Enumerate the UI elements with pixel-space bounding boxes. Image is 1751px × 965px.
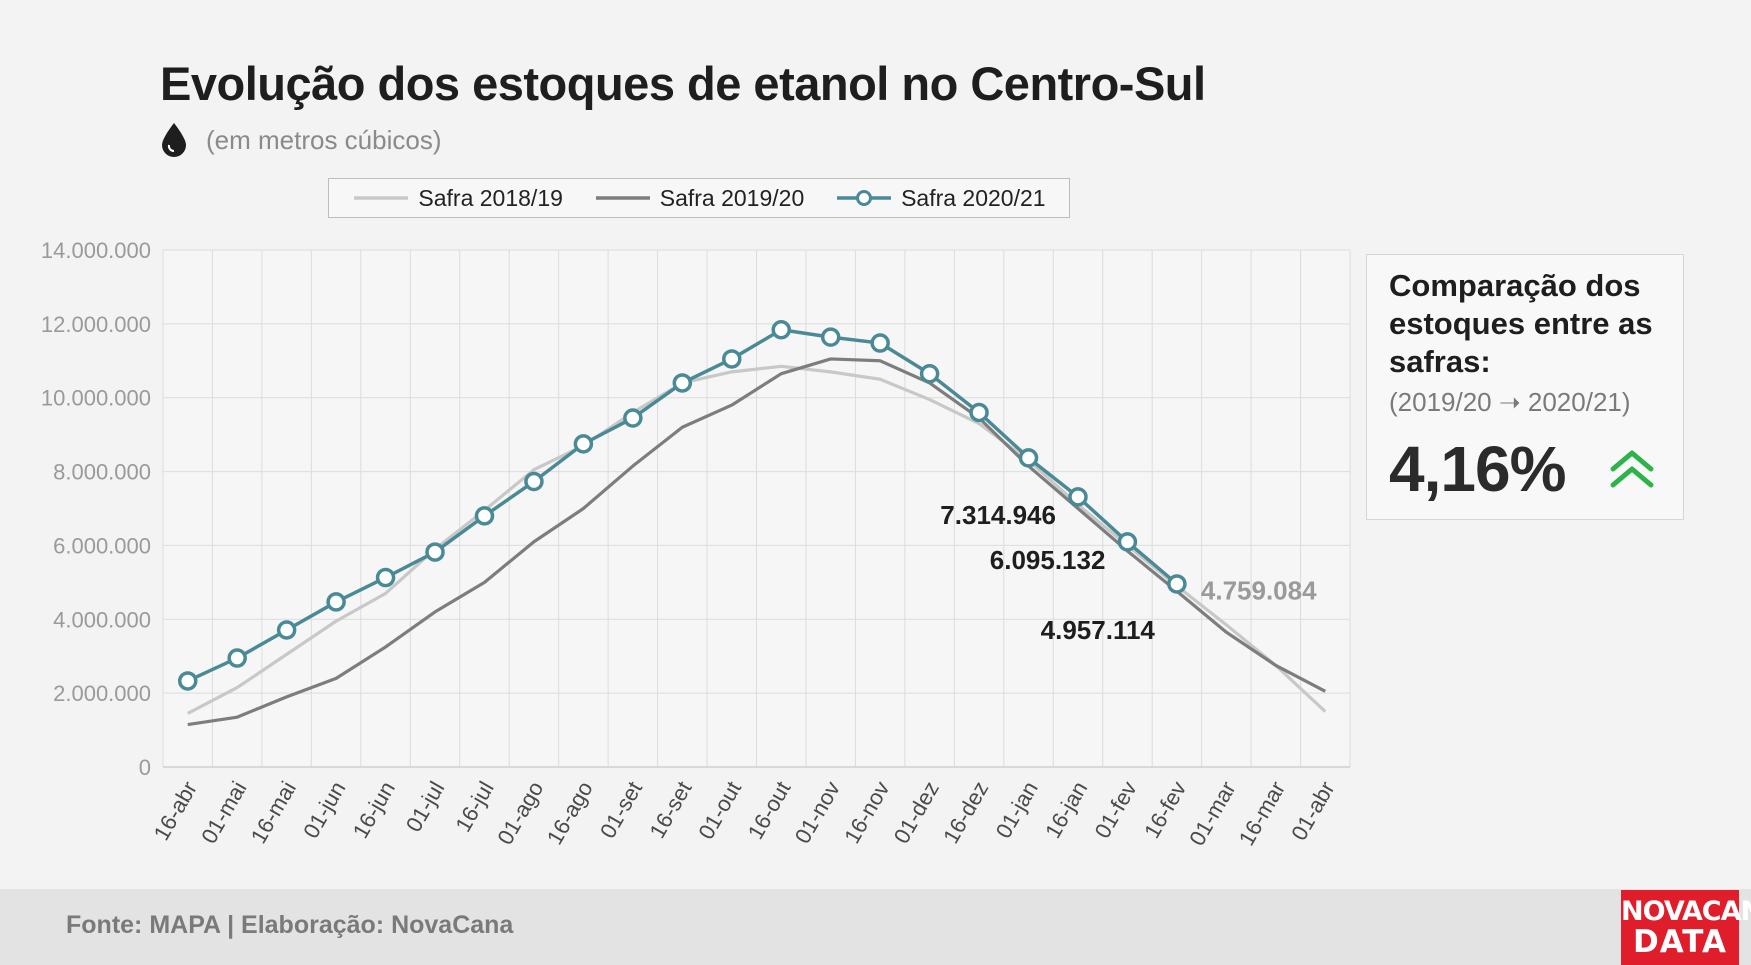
legend-swatch-2019 bbox=[595, 196, 650, 200]
data-label: 6.095.132 bbox=[990, 545, 1106, 575]
series-point-2 bbox=[919, 363, 940, 384]
legend-item-2020: Safra 2020/21 bbox=[835, 185, 1046, 212]
x-tick-label: 01-ago bbox=[492, 777, 548, 849]
series-point-2 bbox=[870, 333, 890, 353]
x-tick-label: 01-abr bbox=[1286, 777, 1339, 845]
data-label: 4.759.084 bbox=[1201, 575, 1317, 605]
series-point-2 bbox=[672, 373, 693, 393]
series-point-2 bbox=[1068, 487, 1088, 507]
series-point-2 bbox=[227, 648, 247, 668]
panel-percentage: 4,16% bbox=[1389, 433, 1566, 505]
x-tick-label: 01-jul bbox=[401, 777, 450, 836]
series-point-2 bbox=[1018, 448, 1039, 468]
x-tick-label: 01-jan bbox=[991, 777, 1043, 842]
series-point-2 bbox=[771, 320, 791, 340]
chart-legend: Safra 2018/19 Safra 2019/20 Safra 2020/2… bbox=[328, 178, 1070, 218]
x-tick-label: 16-fev bbox=[1139, 777, 1191, 842]
series-point-2 bbox=[524, 471, 544, 492]
series-point-2 bbox=[1117, 532, 1138, 552]
series-point-2 bbox=[1167, 574, 1187, 594]
y-tick-label: 12.000.000 bbox=[41, 312, 151, 337]
series-point-2 bbox=[722, 349, 742, 369]
x-tick-label: 16-dez bbox=[938, 777, 993, 848]
series-point-2 bbox=[474, 506, 495, 526]
x-tick-label: 16-mar bbox=[1234, 777, 1290, 850]
data-label: 4.957.114 bbox=[1041, 615, 1156, 645]
x-tick-label: 16-jul bbox=[450, 777, 499, 836]
y-tick-label: 4.000.000 bbox=[53, 607, 151, 632]
legend-item-2019: Safra 2019/20 bbox=[594, 184, 805, 212]
series-point-2 bbox=[326, 592, 346, 612]
series-point-2 bbox=[375, 567, 396, 588]
series-point-2 bbox=[276, 620, 297, 640]
legend-swatch-2020 bbox=[837, 190, 892, 206]
y-tick-label: 6.000.000 bbox=[53, 533, 151, 558]
legend-label-2019: Safra 2019/20 bbox=[659, 184, 805, 211]
x-tick-label: 01-out bbox=[693, 777, 746, 844]
data-label: 7.314.946 bbox=[940, 500, 1056, 530]
x-tick-label: 16-ago bbox=[542, 777, 598, 849]
x-tick-label: 01-dez bbox=[889, 777, 944, 848]
footer-bar: Fonte: MAPA | Elaboração: NovaCana bbox=[0, 889, 1751, 965]
x-tick-label: 16-mai bbox=[246, 777, 301, 848]
legend-item-2018: Safra 2018/19 bbox=[352, 185, 563, 212]
x-tick-label: 01-set bbox=[595, 777, 647, 842]
y-tick-label: 0 bbox=[139, 755, 151, 780]
chart-subtitle: (em metros cúbicos) bbox=[206, 124, 442, 155]
series-point-2 bbox=[623, 408, 643, 428]
brand-logo: NOVACANA DATA bbox=[1621, 890, 1751, 965]
panel-value-row: 4,16% bbox=[1389, 432, 1663, 506]
series-point-2 bbox=[177, 671, 198, 691]
x-tick-label: 16-jan bbox=[1040, 777, 1092, 842]
series-point-2 bbox=[969, 402, 989, 423]
footer-source: Fonte: MAPA | Elaboração: NovaCana bbox=[66, 911, 514, 939]
panel-title: Comparação dos estoques entre as safras: bbox=[1389, 268, 1653, 379]
x-tick-label: 16-abr bbox=[149, 777, 202, 845]
subtitle-row: (em metros cúbicos) bbox=[160, 122, 442, 158]
x-tick-label: 16-out bbox=[743, 777, 796, 844]
series-point-2 bbox=[573, 434, 594, 454]
x-tick-label: 01-fev bbox=[1090, 777, 1142, 842]
legend-label-2020: Safra 2020/21 bbox=[901, 184, 1046, 211]
x-tick-label: 01-mai bbox=[196, 777, 251, 848]
brand-logo-line1: NOVACANA bbox=[1621, 896, 1751, 927]
brand-logo-line2: DATA bbox=[1632, 924, 1728, 960]
line-chart: 0 2.000.000 4.000.000 6.000.000 8.000.000 10.… bbox=[41, 238, 1351, 850]
series-point-2 bbox=[425, 542, 445, 562]
series-line-1 bbox=[187, 357, 1327, 727]
series-line-0 bbox=[186, 364, 1327, 715]
x-tick-label: 01-mar bbox=[1184, 777, 1240, 850]
legend-swatch-2018 bbox=[354, 196, 409, 200]
x-tick-label: 01-nov bbox=[790, 777, 845, 848]
page-title: Evolução dos estoques de etanol no Centr… bbox=[160, 57, 1206, 110]
x-tick-label: 16-set bbox=[644, 777, 696, 842]
x-tick-label: 16-nov bbox=[839, 777, 894, 848]
series-point-2 bbox=[820, 327, 841, 347]
y-tick-label: 2.000.000 bbox=[53, 681, 151, 706]
panel-subtitle: (2019/20 ➝ 2020/21) bbox=[1389, 387, 1631, 417]
comparison-panel: Comparação dos estoques entre as safras:… bbox=[1366, 254, 1684, 520]
drop-icon bbox=[162, 123, 186, 157]
double-chevron-up-icon bbox=[1610, 450, 1654, 488]
y-tick-label: 8.000.000 bbox=[53, 460, 151, 485]
x-tick-label: 01-jun bbox=[298, 777, 350, 842]
y-tick-label: 14.000.000 bbox=[41, 238, 151, 263]
x-tick-label: 16-jun bbox=[348, 777, 400, 842]
legend-label-2018: Safra 2018/19 bbox=[418, 184, 563, 211]
y-tick-label: 10.000.000 bbox=[41, 386, 151, 411]
